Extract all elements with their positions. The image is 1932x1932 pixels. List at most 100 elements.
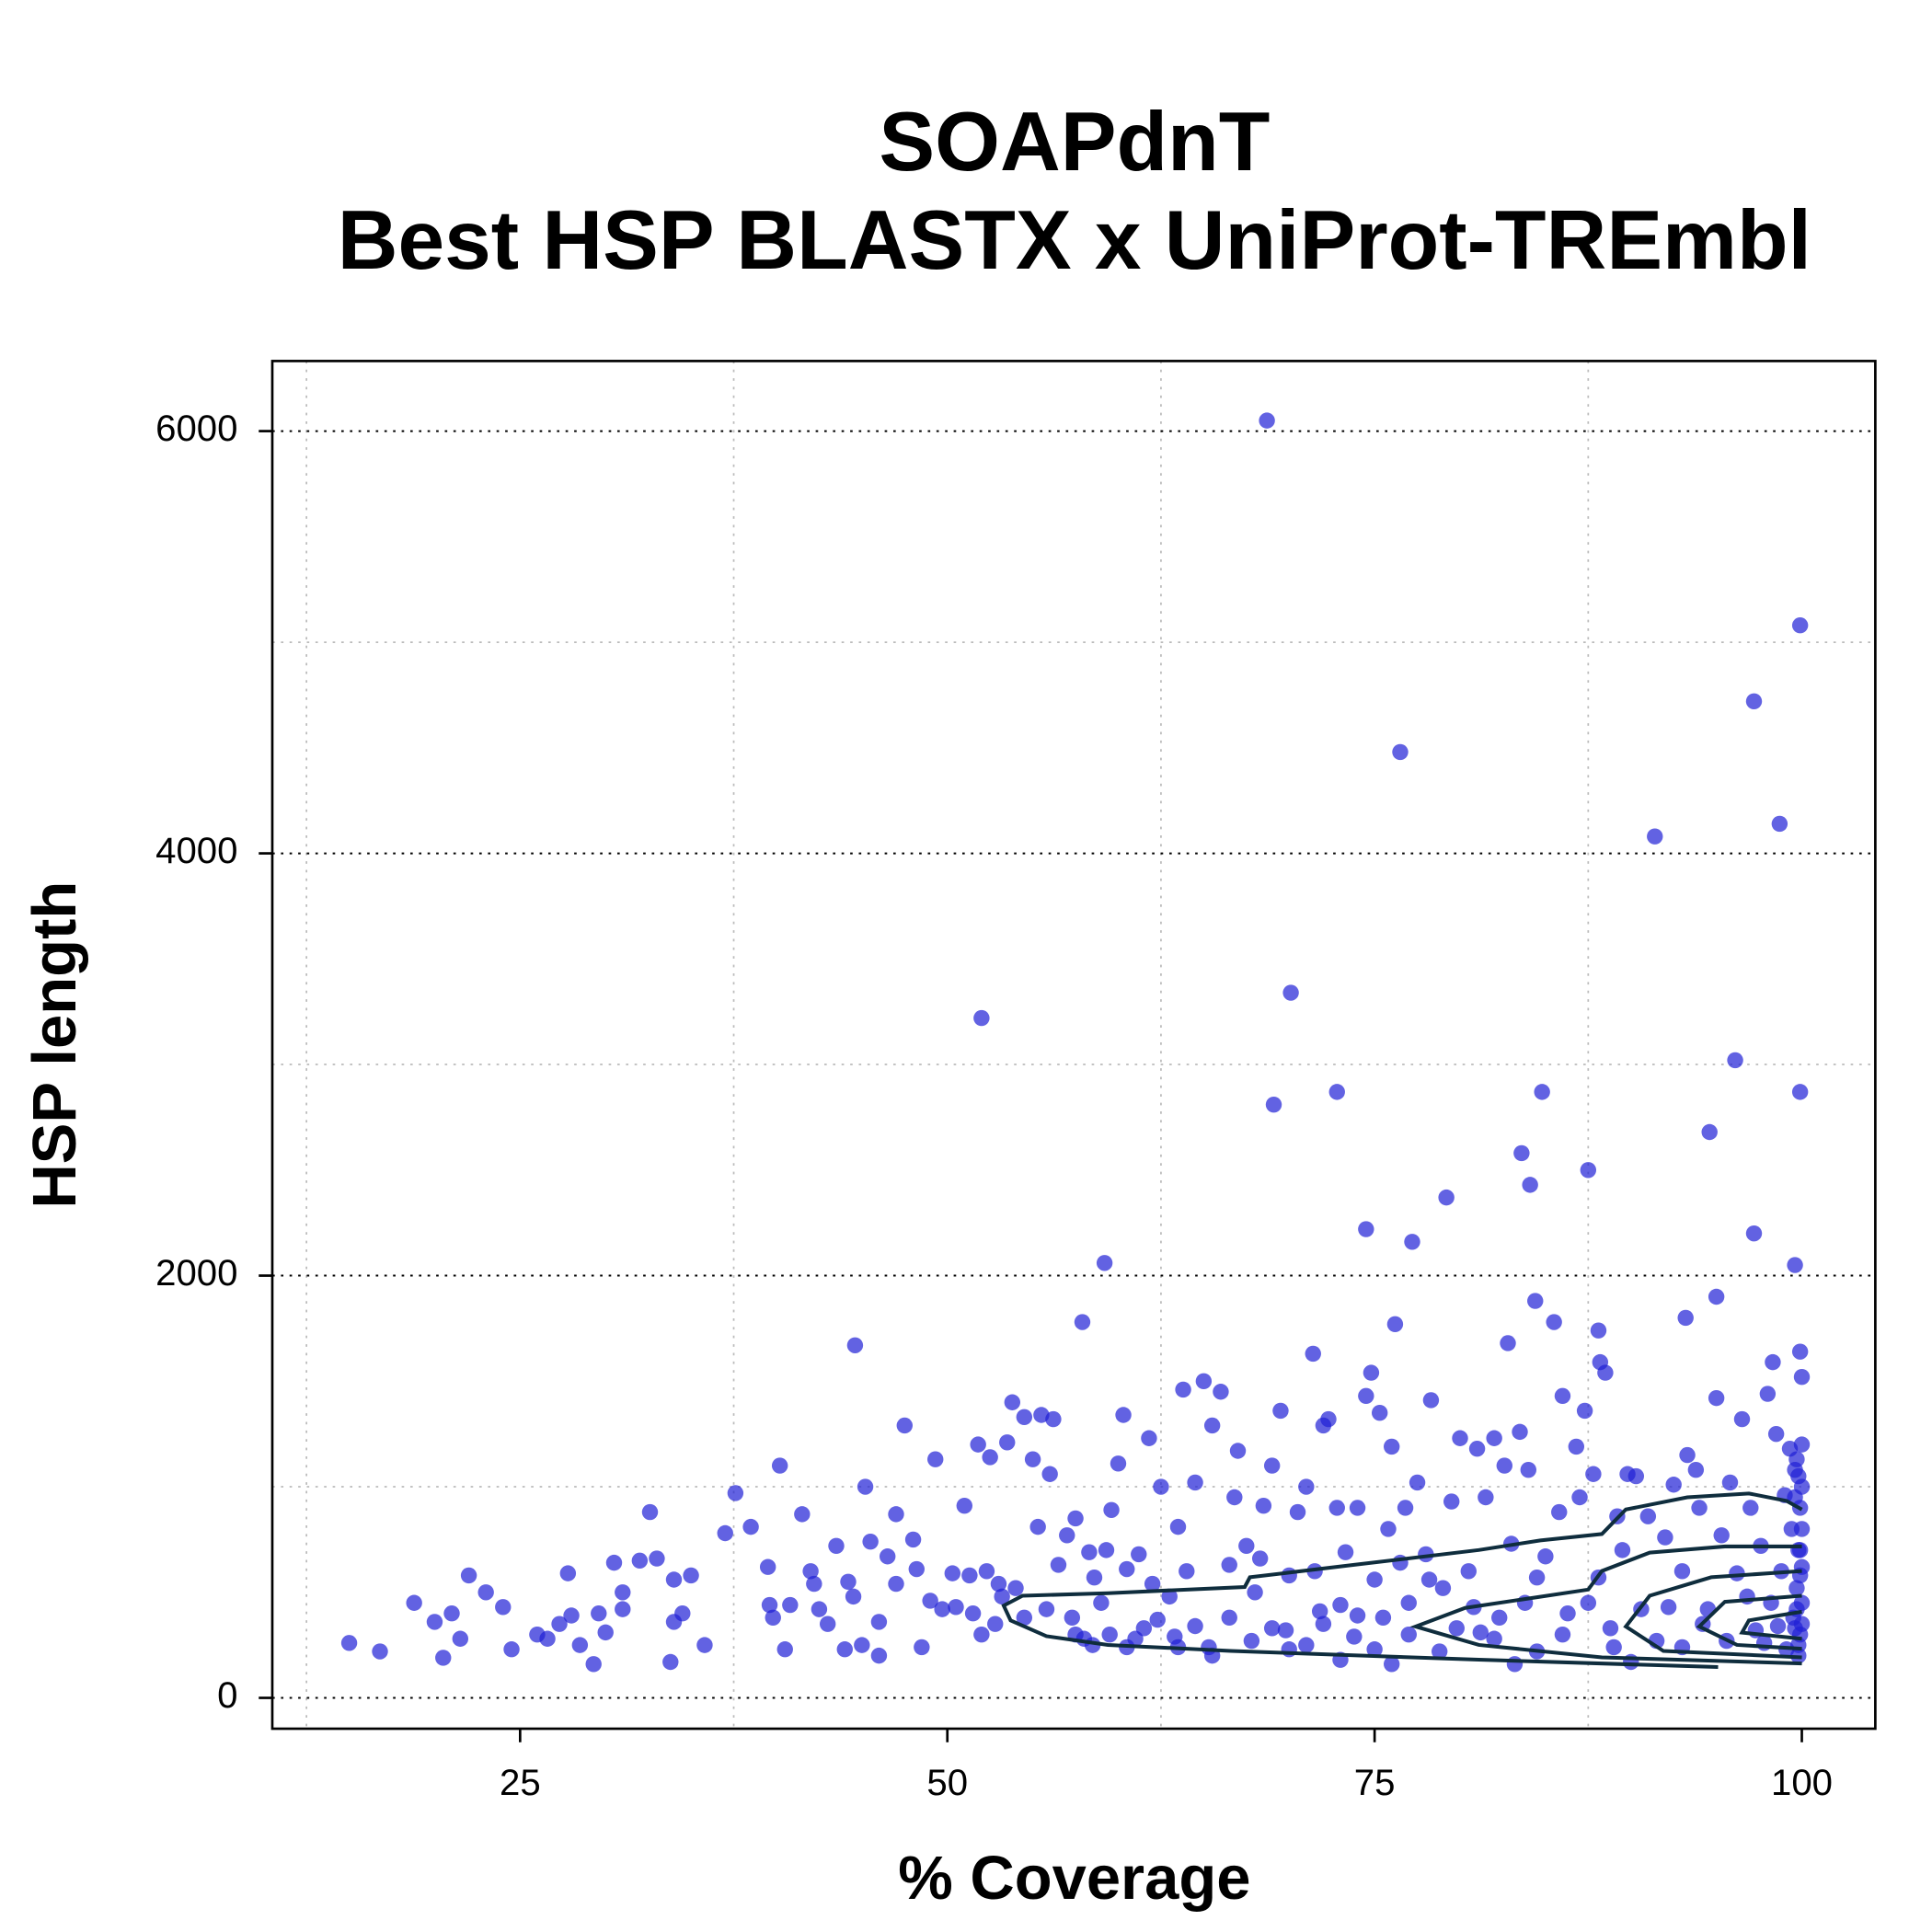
point (1602, 1620, 1619, 1637)
point (854, 1637, 870, 1653)
chart-title: SOAPdnT (879, 96, 1270, 189)
point (964, 1605, 982, 1622)
point (956, 1497, 973, 1514)
density-contour (1001, 1491, 1803, 1670)
point (1229, 1443, 1247, 1459)
point (1251, 1550, 1269, 1567)
density-contour (1409, 1544, 1802, 1666)
point (1486, 1630, 1502, 1647)
point (1597, 1364, 1614, 1381)
point (1298, 1637, 1315, 1653)
point (1713, 1527, 1730, 1544)
x-tick-label: 75 (1354, 1762, 1396, 1803)
point (944, 1565, 961, 1581)
point (1701, 1123, 1718, 1141)
point (888, 1575, 904, 1593)
point (495, 1599, 512, 1616)
point (1149, 1611, 1166, 1628)
point (802, 1563, 819, 1580)
point (503, 1641, 520, 1658)
point (1512, 1423, 1528, 1441)
y-tick-label: 6000 (155, 408, 237, 449)
point (1491, 1609, 1508, 1627)
y-tick-label: 0 (217, 1674, 237, 1716)
point (994, 1588, 1010, 1605)
point (1673, 1563, 1691, 1580)
point (372, 1643, 388, 1660)
point (1238, 1537, 1255, 1554)
point (1153, 1478, 1169, 1495)
point (1289, 1503, 1306, 1521)
point (1759, 1386, 1777, 1402)
point (1366, 1571, 1383, 1588)
point (1513, 1144, 1530, 1162)
point (927, 1451, 944, 1467)
point (948, 1599, 964, 1616)
point (759, 1558, 776, 1575)
point (870, 1647, 888, 1664)
point (1791, 1542, 1809, 1558)
point (1528, 1570, 1546, 1586)
point (761, 1596, 778, 1614)
point (1243, 1632, 1260, 1650)
point (1024, 1451, 1041, 1467)
point (1187, 1474, 1203, 1491)
point (888, 1506, 904, 1523)
point (727, 1485, 744, 1501)
point (1500, 1335, 1516, 1351)
point (880, 1548, 896, 1565)
point (1790, 1467, 1807, 1485)
point (1281, 1567, 1297, 1584)
point (1478, 1489, 1494, 1506)
point (1144, 1575, 1161, 1593)
point (674, 1605, 691, 1622)
point (1203, 1417, 1221, 1434)
point (683, 1567, 699, 1584)
point (1791, 1343, 1809, 1360)
point (1074, 1314, 1091, 1330)
point (1016, 1409, 1033, 1426)
point (1793, 1436, 1811, 1453)
chart-subtitle: Best HSP BLASTX x UniProt-TREmbl (338, 194, 1811, 287)
point (615, 1601, 631, 1617)
point (1733, 1410, 1751, 1428)
point (1422, 1392, 1440, 1409)
point (1110, 1455, 1127, 1472)
point (1496, 1457, 1513, 1474)
point (1627, 1467, 1645, 1485)
point (857, 1478, 874, 1495)
point (782, 1596, 799, 1614)
point (961, 1567, 978, 1584)
point (1527, 1293, 1544, 1309)
point (443, 1605, 460, 1622)
point (1059, 1527, 1075, 1544)
point (1443, 1493, 1460, 1510)
point (1045, 1410, 1062, 1428)
point (1448, 1620, 1465, 1637)
point (1067, 1510, 1084, 1527)
x-axis-label: % Coverage (898, 1844, 1250, 1913)
point (563, 1607, 580, 1624)
point (452, 1630, 469, 1647)
point (1135, 1620, 1153, 1637)
point (1366, 1641, 1383, 1658)
point (742, 1518, 759, 1535)
point (1349, 1500, 1366, 1516)
point (1769, 1617, 1787, 1635)
point (1101, 1626, 1118, 1643)
point (973, 1009, 990, 1027)
point (641, 1503, 659, 1521)
point (1765, 1353, 1781, 1371)
point (1298, 1478, 1315, 1495)
x-tick-label: 25 (500, 1762, 541, 1803)
point (1400, 1626, 1417, 1643)
point (1787, 1257, 1803, 1273)
point (1038, 1601, 1055, 1617)
point (1277, 1622, 1294, 1639)
point (1380, 1521, 1397, 1537)
point (1432, 1643, 1448, 1660)
point (1537, 1548, 1554, 1565)
point (1400, 1594, 1417, 1611)
point (615, 1584, 631, 1601)
point (1226, 1489, 1243, 1506)
